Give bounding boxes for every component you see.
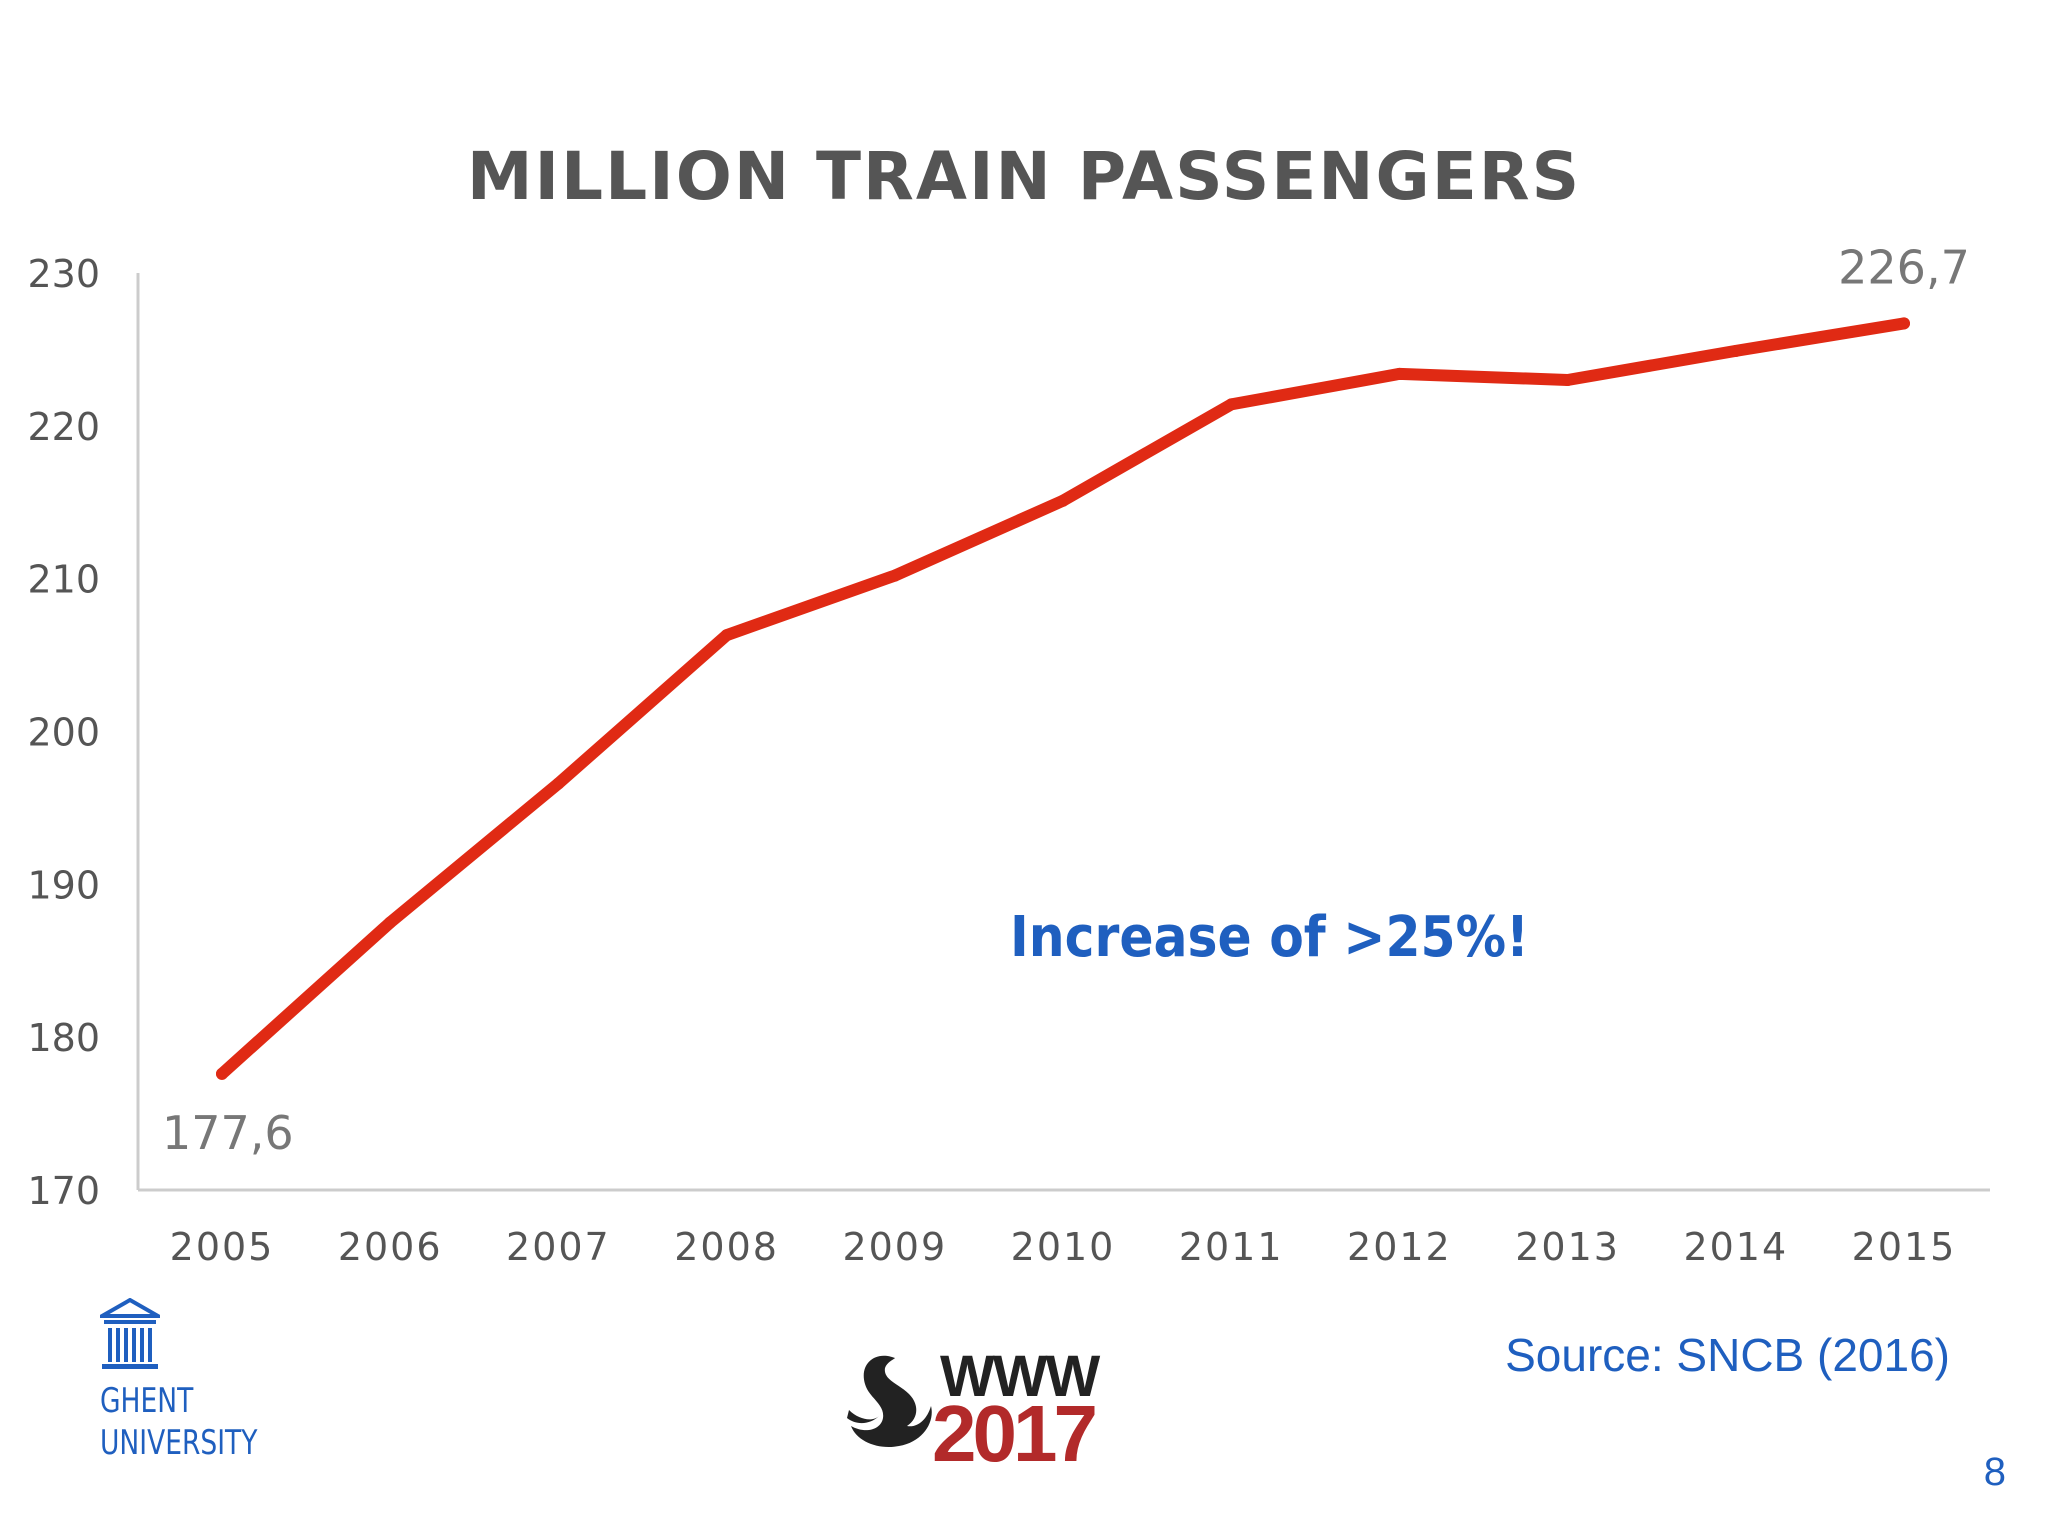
data-point [1393,367,1406,380]
page-number: 8 [1983,1450,2006,1494]
x-tick-label: 2010 [1011,1225,1116,1269]
x-tick-label: 2009 [842,1225,947,1269]
swan-icon [847,1355,932,1448]
ghent-logo-line2: UNIVERSITY [100,1423,258,1463]
y-tick-label: 220 [27,405,100,449]
ghent-university-logo: GHENT UNIVERSITY [94,1297,302,1464]
data-point [888,569,901,582]
x-tick-label: 2011 [1179,1225,1284,1269]
data-labels: 177,6 226,7 [162,240,1970,1159]
data-point [384,916,397,929]
y-tick-label: 210 [27,558,100,602]
y-tick-label: 190 [27,863,100,907]
x-tick-label: 2015 [1852,1225,1957,1269]
y-tick-label: 230 [27,252,100,296]
www-logo-year: 2017 [932,1389,1098,1478]
x-tick-label: 2007 [506,1225,611,1269]
x-tick-label: 2012 [1347,1225,1452,1269]
x-tick-label: 2013 [1515,1225,1620,1269]
series-line-group [216,317,1910,1080]
data-point [1057,494,1069,507]
increase-annotation: Increase of >25%! [1010,905,1530,970]
data-point [552,777,565,790]
data-point [1729,344,1742,357]
building-icon [94,1297,166,1369]
data-label: 226,7 [1838,240,1970,294]
data-point [1561,373,1574,386]
x-axis: 2005 2006 2007 2008 2009 2010 2011 2012 2013 2014… [138,1188,1990,1269]
x-tick-label: 2006 [338,1225,443,1269]
www-logo-text: WWW [940,1344,1100,1409]
data-point [720,629,733,642]
x-tick-label: 2005 [170,1225,275,1269]
source-citation: Source: SNCB (2016) [1505,1329,1950,1381]
x-tick-label: 2008 [674,1225,779,1269]
y-tick-label: 170 [27,1169,100,1213]
y-tick-label: 180 [27,1016,100,1060]
chart-title: MILLION TRAIN PASSENGERS [466,138,1582,215]
data-label: 177,6 [162,1106,294,1160]
y-axis: 170 180 190 200 210 220 230 [27,252,140,1213]
y-tick-label: 200 [27,711,100,755]
data-point [1225,398,1238,411]
x-tick-label: 2014 [1683,1225,1788,1269]
data-point [1898,317,1910,330]
data-point [216,1067,228,1080]
ghent-logo-line1: GHENT [100,1381,194,1421]
